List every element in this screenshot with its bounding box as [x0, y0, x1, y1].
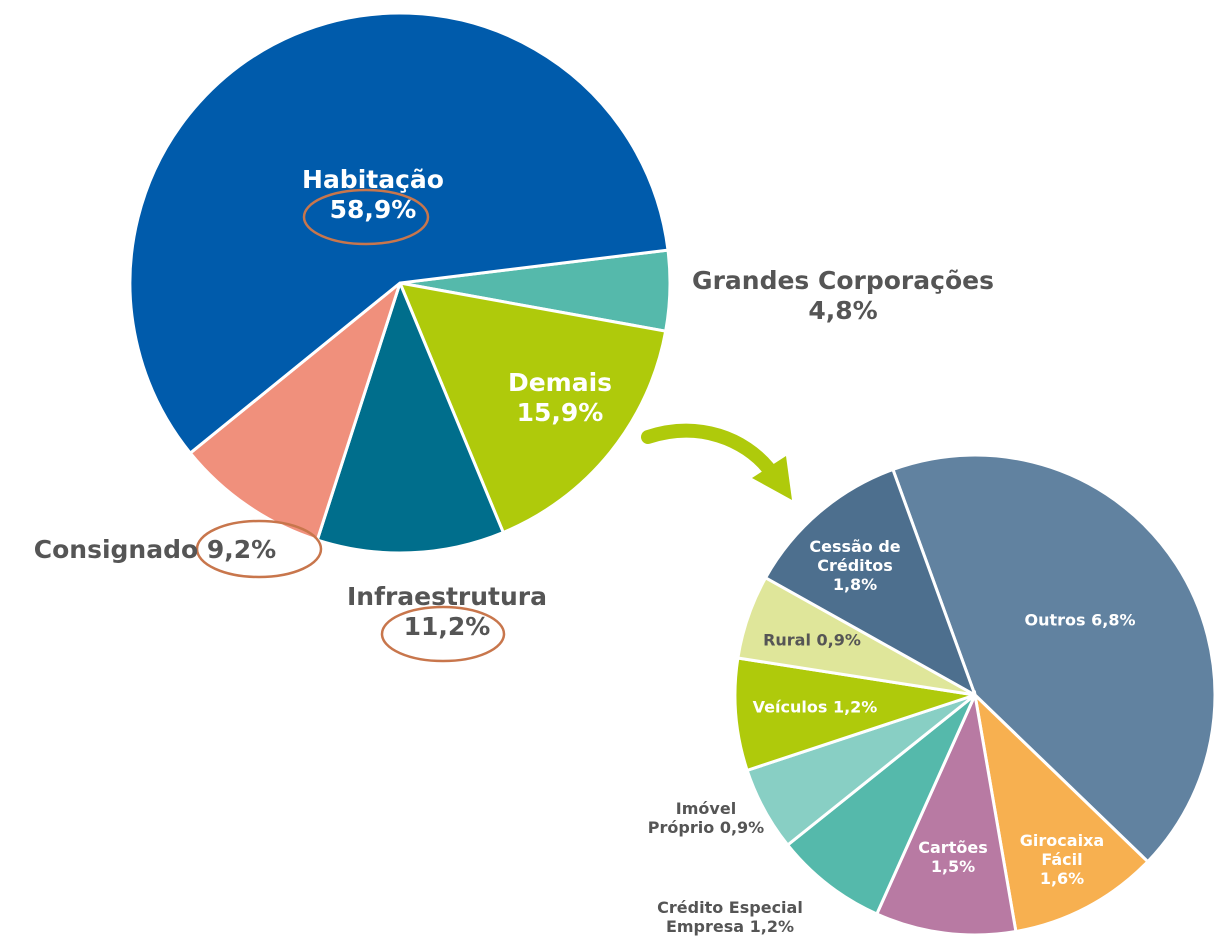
slice-label: Outros 6,8% [980, 610, 1180, 629]
category-label: Veículos [752, 697, 828, 717]
slice-label: Rural 0,9% [712, 630, 912, 649]
category-label: Girocaixa Fácil [1019, 831, 1105, 870]
category-label: Cartões [918, 837, 988, 857]
pie-slice [874, 689, 1018, 937]
value-label: 1,6% [1039, 869, 1085, 889]
category-label: Cessão de Créditos [809, 537, 901, 576]
value-label: 0,9% [719, 818, 765, 837]
category-label: Rural [763, 630, 811, 650]
arrow [641, 423, 775, 475]
arrow-head [752, 456, 792, 500]
highlight [302, 188, 430, 246]
slice-label: Demais 15,9% [460, 368, 660, 428]
highlight [195, 519, 323, 579]
pie-slice [397, 281, 668, 535]
value-label: 6,8% [1091, 610, 1136, 630]
category-label: Habitação [302, 165, 444, 194]
highlight [380, 605, 506, 663]
value-label: 1,2% [749, 917, 795, 936]
value-label: 1,8% [832, 575, 878, 595]
slice-label: Girocaixa Fácil 1,6% [1010, 831, 1115, 889]
category-label: Imóvel Próprio [647, 798, 737, 837]
pie-slice [890, 453, 1217, 864]
slice-label: Imóvel Próprio 0,9% [644, 799, 769, 837]
category-label: Grandes Corporações [692, 266, 994, 295]
category-label: Demais [507, 368, 613, 397]
value-label: 9,2% [206, 535, 277, 564]
slice-label: Consignado 9,2% [5, 535, 305, 565]
category-label: Consignado [33, 535, 199, 564]
slice-label: Crédito Especial Empresa 1,2% [635, 898, 825, 936]
value-label: 15,9% [516, 398, 604, 427]
value-label: 1,5% [930, 857, 976, 876]
value-label: 58,9% [329, 195, 417, 224]
slice-label: Veículos 1,2% [715, 697, 915, 716]
pie-slice [972, 690, 1150, 934]
slice-label: Cartões 1,5% [903, 838, 1003, 876]
value-label: 0,9% [816, 630, 861, 650]
pie-slice [128, 11, 670, 456]
value-label: 1,2% [832, 697, 878, 717]
value-label: 4,8% [808, 296, 878, 325]
pie-slice [188, 278, 403, 542]
value-label: 11,2% [403, 612, 491, 641]
category-label: Outros [1024, 610, 1086, 630]
category-label: Infraestrutura [346, 582, 548, 611]
slice-label: Habitação 58,9% [273, 165, 473, 225]
slice-label: Infraestrutura 11,2% [317, 582, 577, 642]
slice-label: Cessão de Créditos 1,8% [798, 537, 913, 595]
pie-slice [315, 278, 506, 555]
pie-slice [785, 693, 977, 916]
category-label: Crédito Especial Empresa [657, 897, 803, 936]
slice-label: Grandes Corporações 4,8% [643, 266, 1043, 326]
pie-slice [763, 467, 978, 699]
